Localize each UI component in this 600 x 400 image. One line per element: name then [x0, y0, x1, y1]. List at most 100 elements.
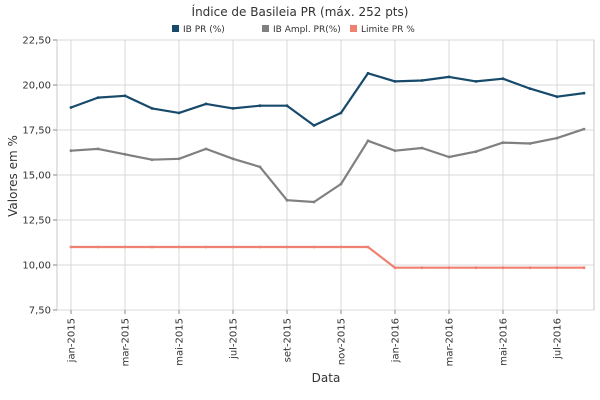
x-tick-label: mar-2016: [445, 318, 456, 366]
data-point: [447, 155, 451, 159]
data-point: [312, 245, 316, 249]
data-point: [447, 266, 451, 270]
legend-label: IB Ampl. PR(%): [273, 25, 341, 35]
chart-grid: [56, 39, 595, 311]
data-point: [177, 111, 181, 115]
x-tick-label: jan-2016: [391, 318, 402, 363]
data-point: [366, 245, 370, 249]
x-axis: jan-2015 mar-2015 mai-2015 jul-2015 set-2015…: [67, 310, 564, 366]
legend-item: IB PR (%): [172, 25, 225, 35]
data-point: [474, 266, 478, 270]
data-point: [501, 77, 505, 81]
x-tick-label: mai-2016: [499, 318, 510, 366]
x-tick-label: jul-2016: [553, 318, 564, 360]
x-tick-label: set-2015: [283, 318, 294, 362]
data-point: [501, 141, 505, 145]
y-axis-title: Valores em %: [6, 135, 20, 217]
data-point: [555, 136, 559, 140]
y-tick-label: 10,00: [22, 261, 51, 272]
data-point: [366, 139, 370, 143]
data-point: [123, 245, 127, 249]
series-layer: [69, 71, 586, 270]
x-tick-label: mai-2015: [175, 318, 186, 366]
data-point: [366, 71, 370, 75]
data-point: [258, 165, 262, 169]
data-point: [393, 149, 397, 153]
x-axis-title: Data: [312, 371, 341, 385]
data-point: [555, 95, 559, 99]
data-point: [528, 87, 532, 90]
data-point: [393, 266, 397, 270]
data-point: [501, 266, 505, 270]
data-point: [285, 198, 289, 202]
data-point: [204, 147, 208, 151]
data-point: [204, 245, 208, 249]
data-point: [285, 245, 289, 249]
data-point: [582, 127, 586, 131]
data-point: [204, 102, 208, 106]
data-point: [312, 200, 316, 204]
data-point: [339, 111, 343, 115]
data-point: [447, 75, 451, 79]
y-tick-label: 12,50: [22, 216, 51, 227]
data-point: [69, 106, 73, 109]
chart-legend: IB PR (%) IB Ampl. PR(%) Limite PR %: [172, 25, 415, 35]
y-axis: 7,50 10,00 12,50 15,00 17,50 20,00 22,50: [22, 36, 57, 317]
data-point: [231, 107, 235, 110]
data-point: [258, 245, 262, 249]
legend-swatch: [350, 25, 357, 32]
data-point: [339, 182, 343, 186]
series-line: [71, 245, 584, 269]
legend-label: Limite PR %: [361, 25, 415, 35]
data-point: [177, 245, 181, 249]
data-point: [420, 266, 424, 270]
data-point: [96, 147, 100, 151]
data-point: [312, 124, 316, 127]
series-3: [69, 245, 586, 270]
data-point: [123, 152, 127, 156]
data-point: [474, 150, 478, 154]
y-tick-label: 7,50: [29, 306, 51, 317]
chart-title: Índice de Basileia PR (máx. 252 pts): [192, 4, 409, 19]
data-point: [393, 80, 397, 83]
y-tick-label: 22,50: [22, 36, 51, 47]
legend-swatch: [172, 25, 179, 32]
legend-label: IB PR (%): [183, 25, 225, 35]
data-point: [582, 91, 586, 95]
series-line: [70, 128, 585, 204]
data-point: [123, 94, 127, 98]
data-point: [285, 104, 289, 108]
x-tick-label: jul-2015: [229, 318, 240, 360]
data-point: [177, 157, 181, 161]
data-point: [231, 245, 235, 249]
series-1: [69, 71, 586, 127]
data-point: [474, 80, 478, 83]
series-2: [69, 127, 586, 204]
data-point: [150, 107, 154, 110]
data-point: [528, 266, 532, 270]
y-tick-label: 15,00: [22, 171, 51, 182]
data-point: [555, 266, 559, 270]
x-tick-label: nov-2015: [337, 318, 348, 365]
series-line: [70, 72, 585, 127]
data-point: [339, 245, 343, 249]
data-point: [69, 149, 73, 153]
y-tick-label: 20,00: [22, 81, 51, 92]
data-point: [150, 158, 154, 162]
data-point: [420, 79, 424, 82]
data-point: [231, 157, 235, 161]
data-point: [96, 245, 100, 249]
legend-item: IB Ampl. PR(%): [262, 25, 341, 35]
data-point: [582, 266, 586, 270]
data-point: [258, 104, 262, 108]
data-point: [420, 146, 424, 150]
data-point: [528, 142, 532, 145]
legend-swatch: [262, 25, 269, 32]
data-point: [150, 245, 154, 249]
legend-item: Limite PR %: [350, 25, 415, 35]
x-tick-label: jan-2015: [67, 318, 78, 363]
y-tick-label: 17,50: [22, 126, 51, 137]
x-tick-label: mar-2015: [121, 318, 132, 366]
